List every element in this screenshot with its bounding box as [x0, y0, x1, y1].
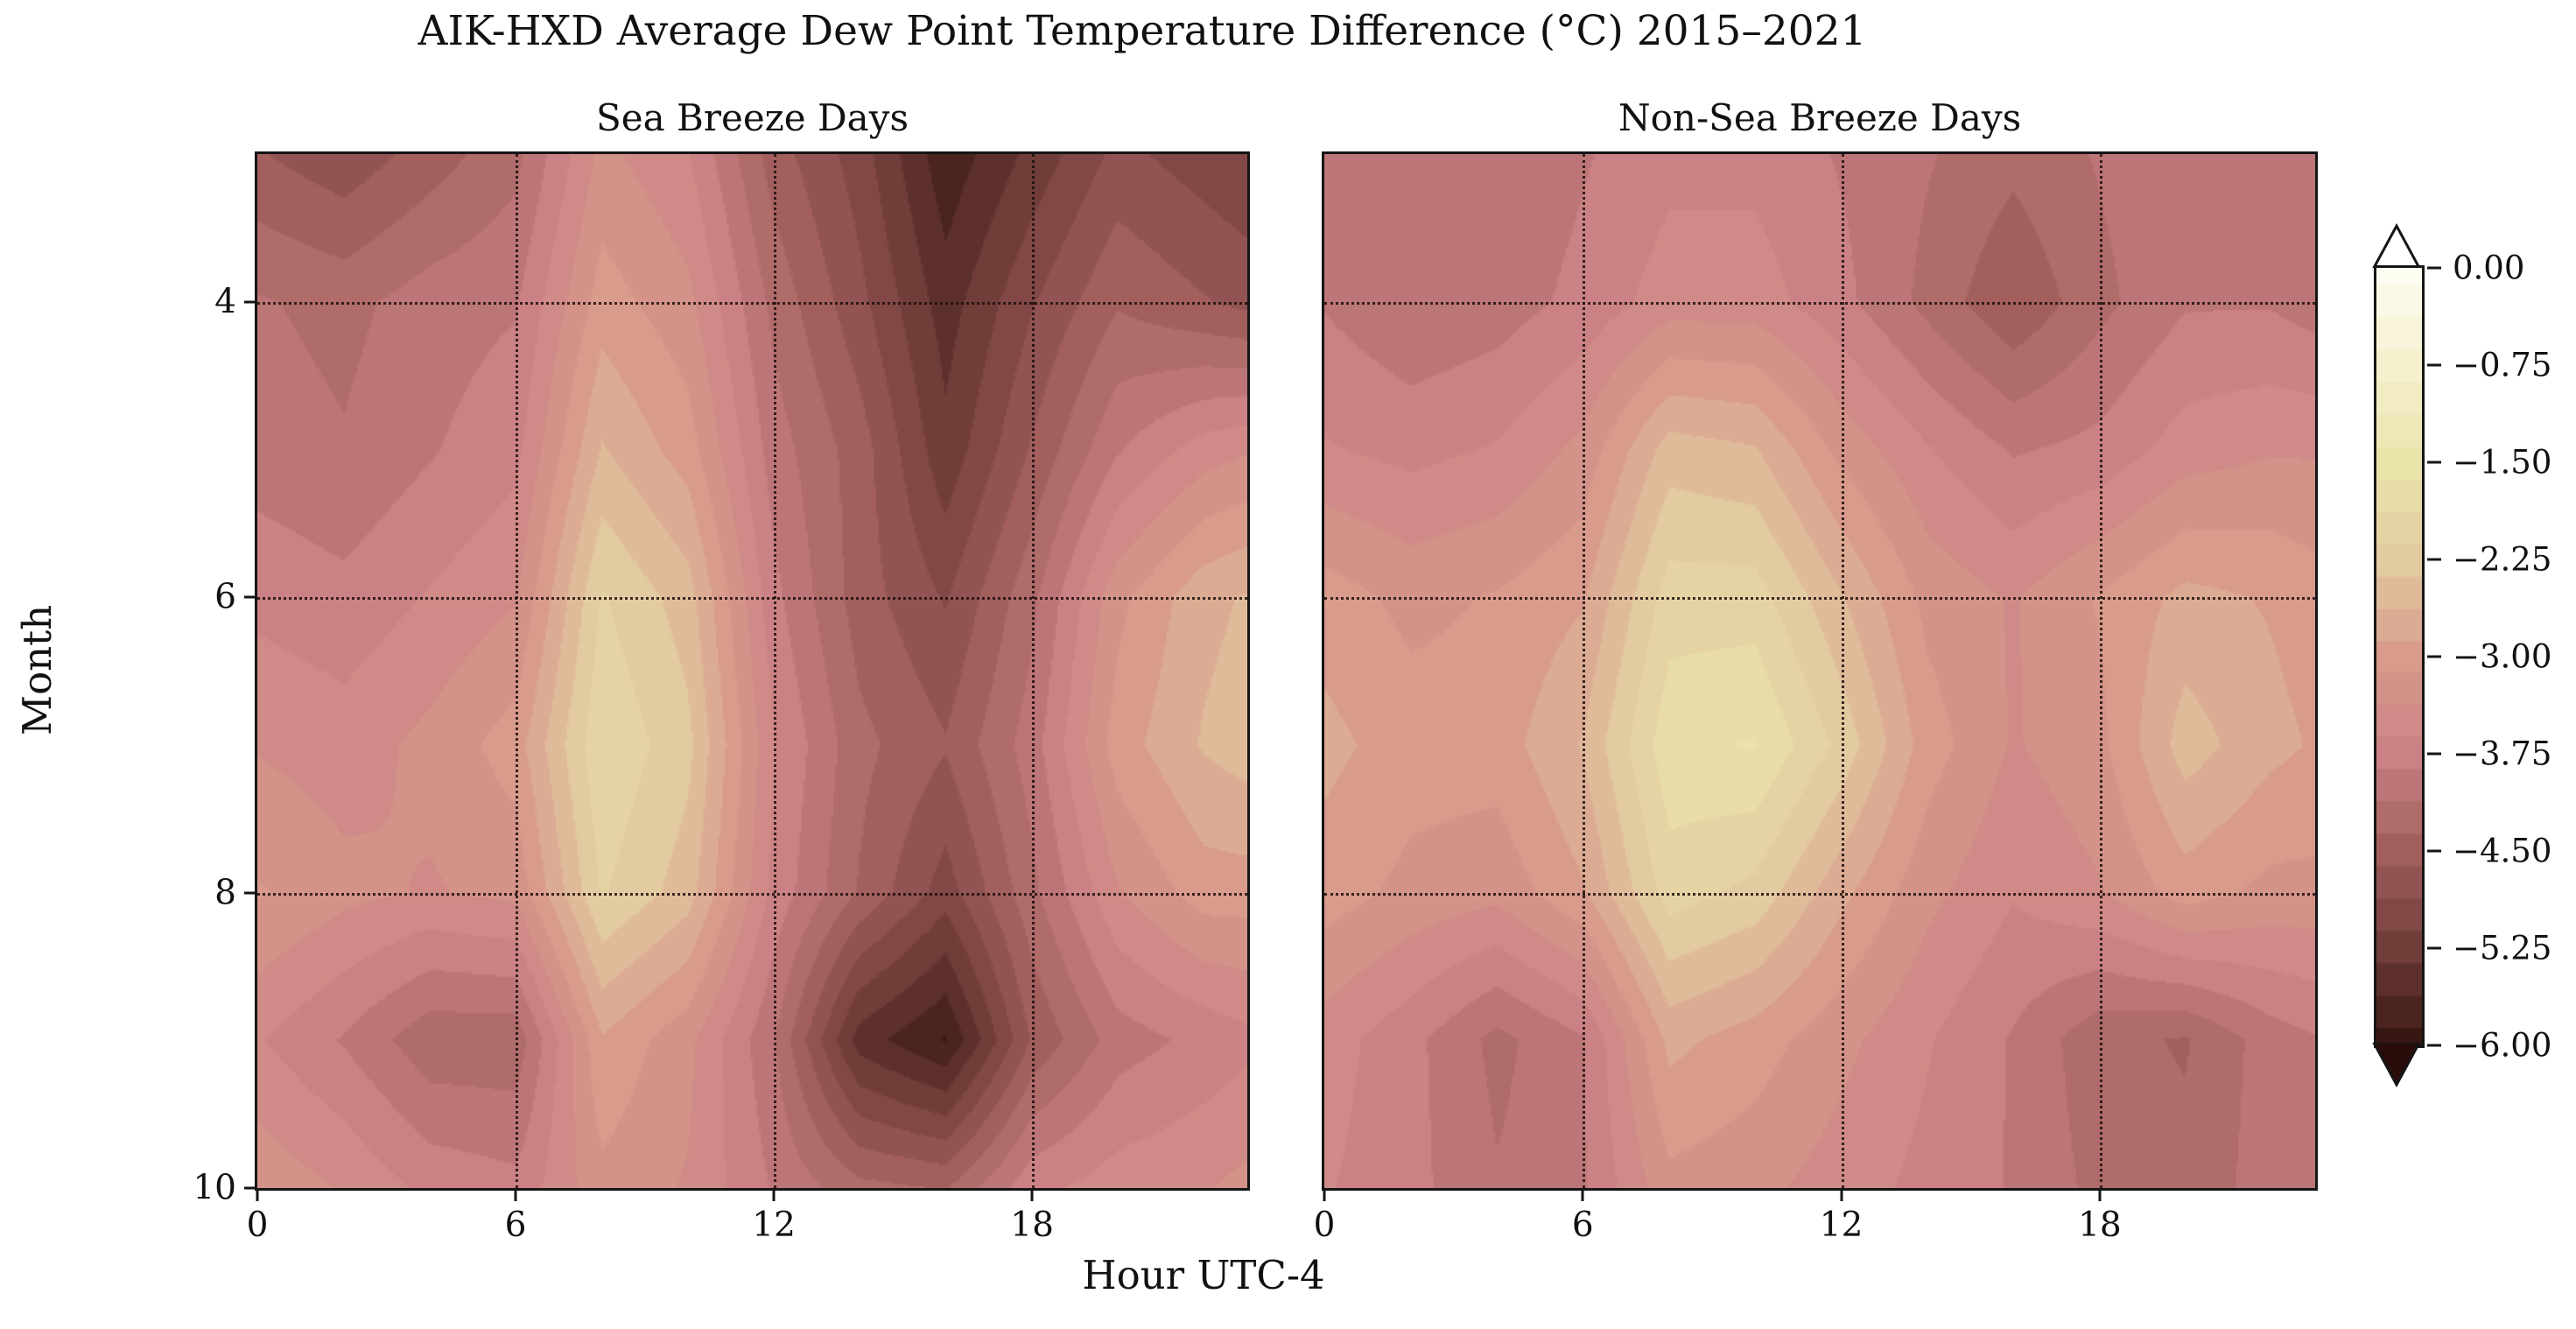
y-gridline [1324, 597, 2315, 601]
x-gridline [1583, 154, 1586, 1188]
colorbar-tick-label: −6.00 [2453, 1026, 2552, 1065]
figure-title: AIK-HXD Average Dew Point Temperature Di… [418, 7, 1867, 55]
y-gridline [257, 301, 1247, 305]
colorbar-tick [2427, 461, 2441, 464]
x-tick-label: 18 [1010, 1206, 1054, 1245]
colorbar-tick [2427, 558, 2441, 561]
colorbar-tick-label: −5.25 [2453, 929, 2552, 967]
x-gridline [2099, 154, 2102, 1188]
colorbar-tick [2427, 946, 2441, 950]
y-gridline [257, 892, 1247, 896]
x-tick-label: 0 [1313, 1206, 1336, 1245]
y-tick [244, 300, 257, 304]
x-tick [2098, 1188, 2102, 1201]
x-tick-label: 6 [1571, 1206, 1594, 1245]
colorbar-tick-label: 0.00 [2453, 249, 2525, 287]
colorbar-tick [2427, 752, 2441, 756]
x-tick [1030, 1188, 1034, 1201]
x-tick [772, 1188, 776, 1201]
sea-breeze-panel: Sea Breeze Days 0 6 12 18 4 6 8 10 [193, 96, 1250, 1245]
x-tick [1323, 1188, 1326, 1201]
colorbar-tick-label: −3.75 [2453, 735, 2552, 773]
x-tick-label: 12 [752, 1206, 796, 1245]
x-tick [1840, 1188, 1843, 1201]
x-gridline [1841, 154, 1844, 1188]
x-gridline [516, 154, 519, 1188]
x-tick-label: 6 [504, 1206, 527, 1245]
colorbar-tick [2427, 266, 2441, 270]
y-tick-label: 6 [214, 577, 236, 617]
y-tick-label: 10 [193, 1168, 236, 1208]
x-tick [514, 1188, 517, 1201]
colorbar-tick [2427, 1044, 2441, 1047]
non-sea-breeze-panel: Non-Sea Breeze Days 0 6 12 18 [1314, 96, 2318, 1245]
y-tick [244, 891, 257, 895]
x-gridline [1032, 154, 1035, 1188]
x-tick [256, 1188, 259, 1201]
y-gridline [1324, 892, 2315, 896]
x-tick [1581, 1188, 1584, 1201]
non-sea-breeze-panel-title: Non-Sea Breeze Days [1618, 96, 2022, 139]
y-tick [244, 1186, 257, 1190]
y-gridline [257, 597, 1247, 601]
colorbar-tick-label: −3.00 [2453, 637, 2552, 676]
y-tick [244, 595, 257, 599]
colorbar-tick [2427, 849, 2441, 853]
sea-breeze-contour-canvas [257, 154, 1247, 1188]
colorbar-tick-label: −4.50 [2453, 832, 2552, 870]
colorbar-extend-under-arrow [2372, 1043, 2421, 1087]
x-tick-label: 18 [2078, 1206, 2122, 1245]
sea-breeze-panel-title: Sea Breeze Days [596, 96, 909, 139]
x-tick-label: 0 [246, 1206, 269, 1245]
x-tick-label: 12 [1819, 1206, 1864, 1245]
x-gridline [774, 154, 777, 1188]
colorbar-tick-label: −0.75 [2453, 346, 2552, 384]
non-sea-breeze-contour-canvas [1324, 154, 2315, 1188]
y-axis-label: Month [14, 604, 60, 735]
y-tick-label: 8 [214, 873, 236, 913]
colorbar-tick [2427, 363, 2441, 367]
colorbar: 0.00 −0.75 −1.50 −2.25 −3.00 −3.75 −4.50 −5.25 −… [2372, 223, 2552, 1127]
colorbar-tick-label: −2.25 [2453, 540, 2552, 579]
colorbar-tick [2427, 655, 2441, 658]
y-tick-label: 4 [214, 282, 236, 322]
colorbar-extend-over-arrow [2372, 223, 2421, 268]
y-gridline [1324, 301, 2315, 305]
colorbar-gradient [2374, 265, 2425, 1048]
x-axis-label: Hour UTC-4 [1082, 1252, 1325, 1298]
colorbar-tick-label: −1.50 [2453, 443, 2552, 482]
